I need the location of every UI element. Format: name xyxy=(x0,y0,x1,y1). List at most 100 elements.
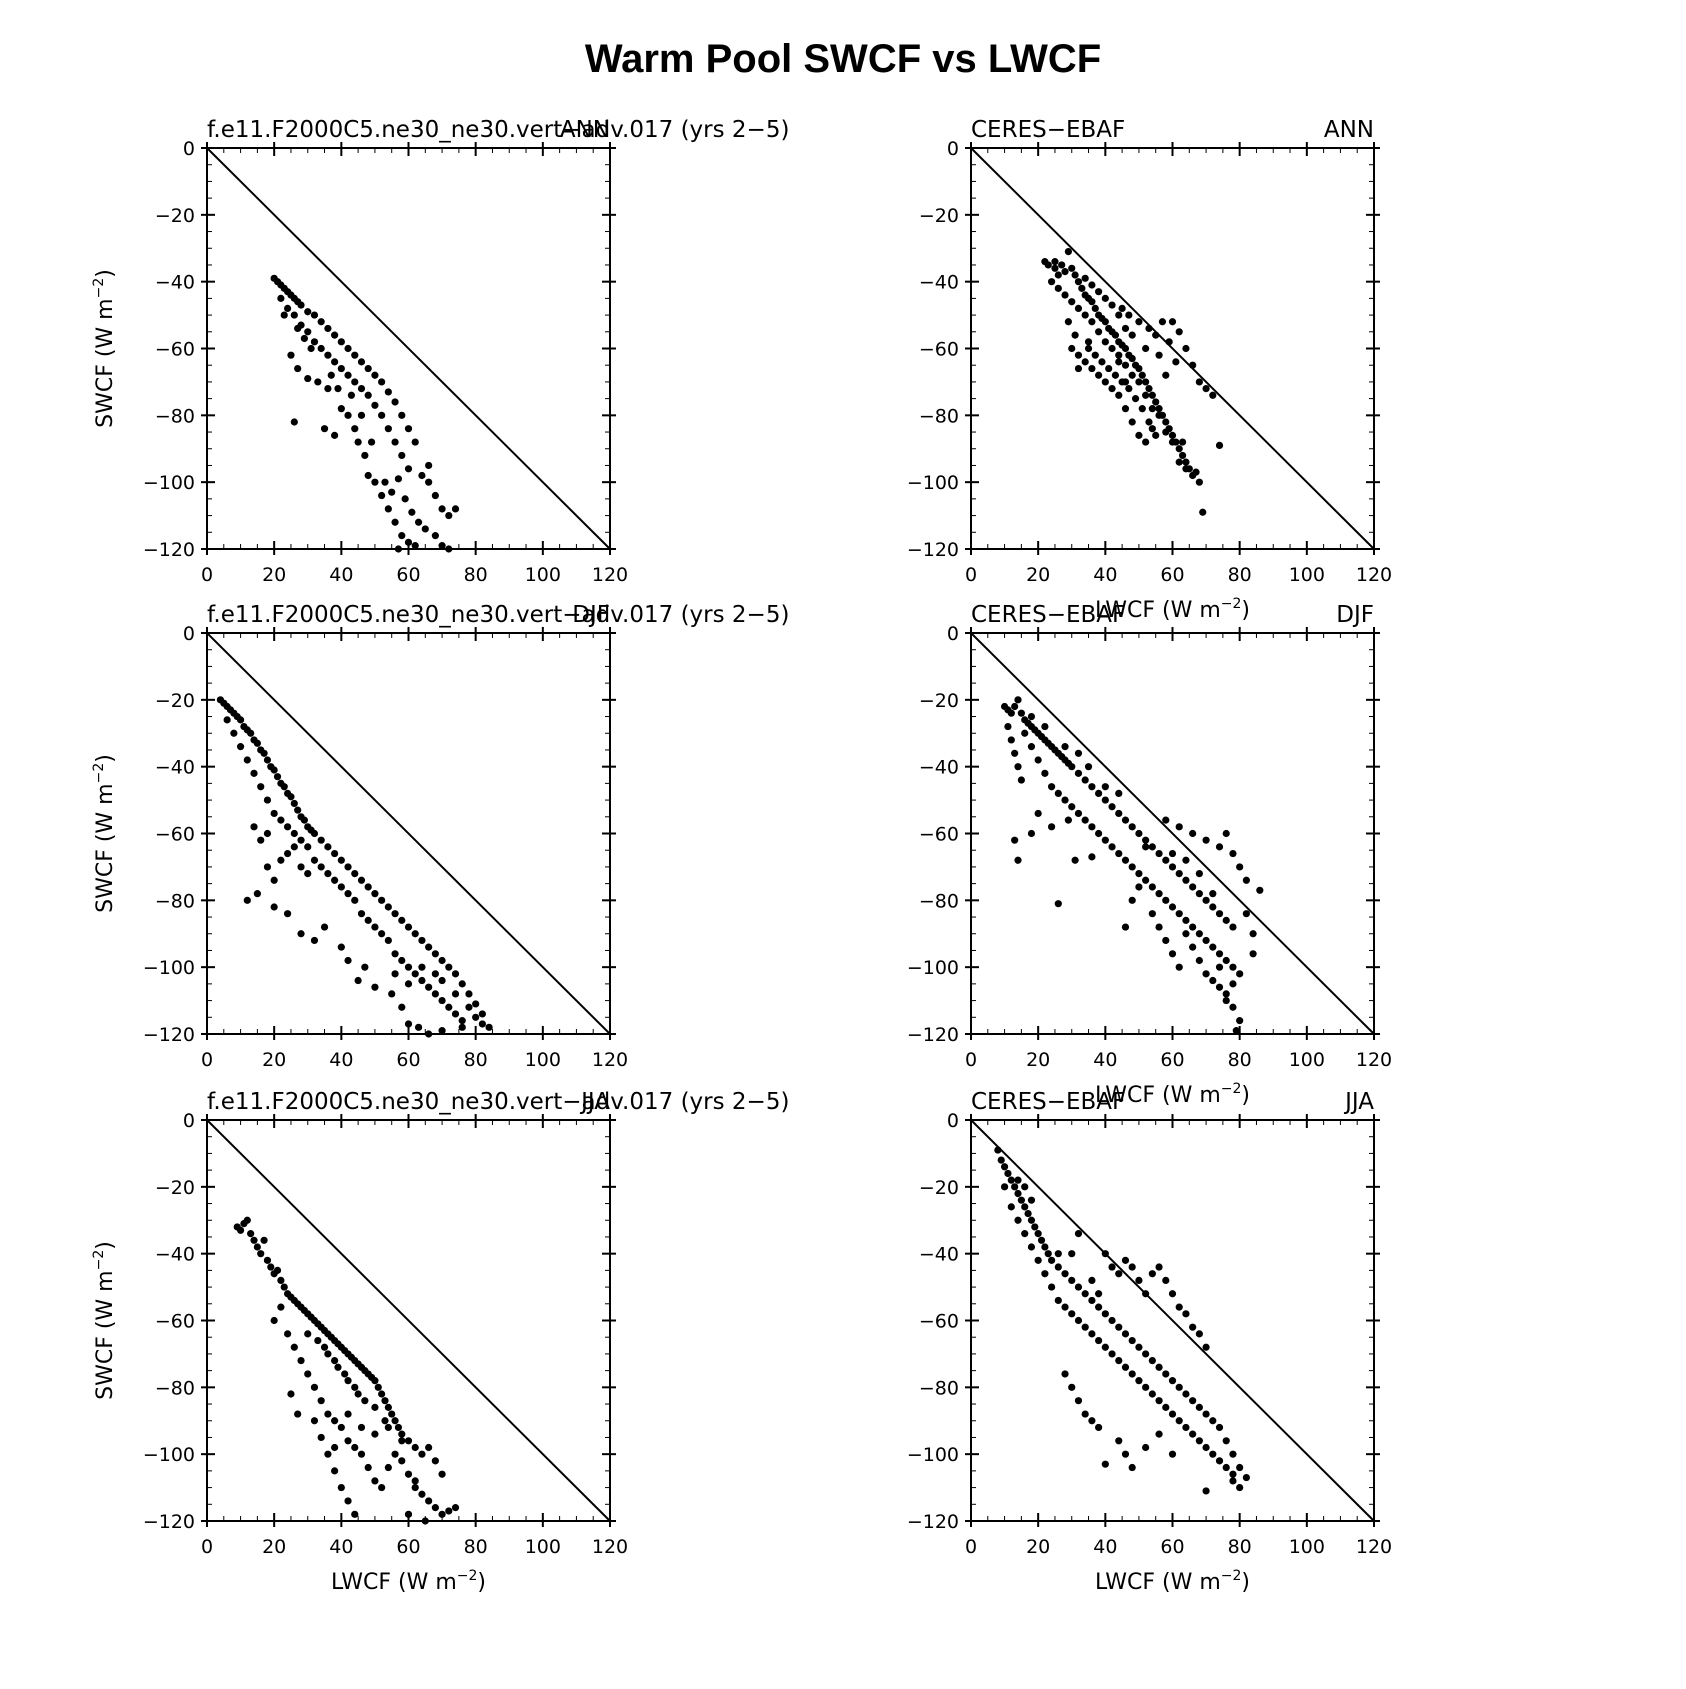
data-point xyxy=(1088,281,1096,289)
data-point xyxy=(1044,1250,1052,1258)
data-point xyxy=(1034,756,1042,764)
data-point xyxy=(1182,1423,1190,1432)
y-tick-label: −100 xyxy=(143,957,195,979)
data-point xyxy=(324,1450,332,1458)
data-point xyxy=(1048,823,1056,831)
data-point xyxy=(331,431,339,439)
data-point xyxy=(1068,1310,1076,1318)
data-point xyxy=(1209,890,1217,898)
data-point xyxy=(257,836,265,844)
data-point xyxy=(307,344,315,353)
minor-ticks xyxy=(207,148,610,549)
data-point xyxy=(1017,776,1025,784)
data-point xyxy=(1000,1163,1009,1171)
data-point xyxy=(381,1417,389,1425)
data-point xyxy=(341,1370,349,1378)
data-point xyxy=(310,1417,319,1425)
data-point xyxy=(438,1470,446,1478)
y-tick-label: −120 xyxy=(143,1024,195,1046)
data-point xyxy=(1108,301,1116,309)
data-point xyxy=(408,508,416,516)
data-point xyxy=(263,863,272,871)
data-point xyxy=(1155,923,1163,931)
data-point xyxy=(236,1226,245,1234)
data-point xyxy=(1242,876,1250,884)
data-point xyxy=(391,950,399,958)
data-point xyxy=(1051,258,1059,266)
data-point xyxy=(1041,769,1049,777)
data-point xyxy=(294,806,302,814)
data-point xyxy=(270,876,278,884)
data-point xyxy=(451,990,460,998)
data-point xyxy=(287,1390,295,1398)
data-point xyxy=(465,1003,473,1011)
panel-case-label: f.e11.F2000C5.ne30_ne30.vert−adv.017 (yr… xyxy=(207,1089,789,1115)
data-point xyxy=(1068,1276,1076,1284)
data-point xyxy=(1128,354,1136,363)
data-point xyxy=(236,743,245,751)
data-point xyxy=(1162,896,1170,904)
y-tick-label: −40 xyxy=(155,757,195,779)
data-point xyxy=(1131,395,1140,403)
data-point xyxy=(317,836,325,844)
data-point xyxy=(1115,849,1123,858)
data-point xyxy=(425,461,433,470)
x-tick-label: 100 xyxy=(1289,564,1325,586)
data-point xyxy=(331,1357,339,1365)
data-point xyxy=(1135,378,1143,386)
data-point xyxy=(334,385,342,393)
data-point xyxy=(324,385,332,393)
data-point xyxy=(317,1397,325,1405)
data-point xyxy=(1031,1223,1039,1231)
data-point xyxy=(418,1490,426,1498)
data-point xyxy=(364,471,372,480)
data-point xyxy=(394,545,403,553)
y-axis-title-unit-exponent: −2 xyxy=(91,763,107,784)
data-point xyxy=(1209,1417,1217,1425)
data-point xyxy=(320,1343,329,1351)
data-point xyxy=(1007,1203,1015,1211)
x-tick-label: 20 xyxy=(262,1536,286,1558)
data-point xyxy=(371,923,379,931)
data-point xyxy=(1081,358,1089,366)
x-axis-title-close: ) xyxy=(1241,1570,1250,1595)
data-point xyxy=(1229,849,1237,858)
data-point xyxy=(357,385,366,393)
x-tick-label: 60 xyxy=(1160,564,1184,586)
data-point xyxy=(404,1510,413,1518)
x-axis-title-unit-exponent: −2 xyxy=(1221,1568,1242,1584)
data-point xyxy=(1054,284,1062,292)
data-point xyxy=(1074,1283,1083,1291)
data-point xyxy=(384,903,392,911)
data-point xyxy=(1095,1303,1103,1311)
x-axis-title-unit-exponent: −2 xyxy=(457,1568,478,1584)
data-point xyxy=(263,756,272,764)
data-point xyxy=(284,1330,292,1338)
data-point xyxy=(1095,829,1103,838)
data-point xyxy=(344,1377,352,1385)
data-point xyxy=(1222,829,1230,838)
x-tick-label: 100 xyxy=(525,1049,561,1071)
y-tick-label: −120 xyxy=(143,1511,195,1533)
data-point xyxy=(391,438,399,446)
data-point xyxy=(1128,1463,1136,1472)
data-point xyxy=(1098,358,1106,366)
data-point xyxy=(398,956,406,965)
data-point xyxy=(1048,1283,1056,1291)
y-tick-label: −40 xyxy=(919,272,959,294)
data-point xyxy=(1155,1363,1163,1371)
data-point xyxy=(1101,783,1109,791)
data-point xyxy=(1034,809,1042,818)
data-point xyxy=(364,1463,372,1472)
y-tick-label: −40 xyxy=(919,757,959,779)
data-point xyxy=(1095,1423,1103,1432)
x-tick-label: 20 xyxy=(1026,1536,1050,1558)
data-point xyxy=(1068,763,1076,771)
data-point xyxy=(1081,311,1089,319)
data-point xyxy=(451,505,460,513)
data-point xyxy=(284,823,292,831)
x-tick-label: 0 xyxy=(965,1049,977,1071)
data-point xyxy=(1014,1189,1022,1198)
x-tick-label: 20 xyxy=(1026,564,1050,586)
data-point xyxy=(398,532,406,540)
